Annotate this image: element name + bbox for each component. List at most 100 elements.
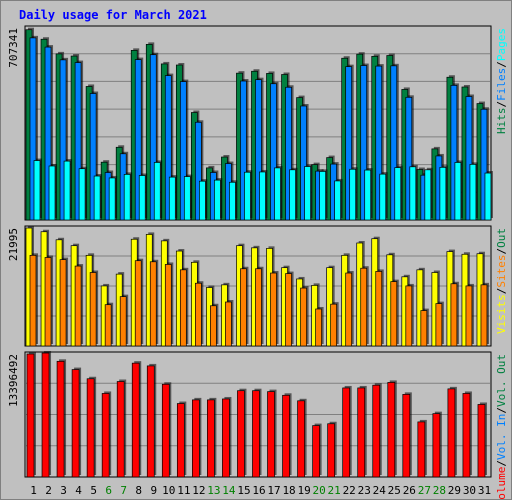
bar-sites-21 [330, 303, 337, 347]
bar-pages-5 [93, 175, 101, 221]
x-tick-label: 25 [388, 484, 401, 497]
bar-visits-27 [416, 269, 424, 347]
bar-pages-25 [394, 167, 402, 221]
bar-files-24 [375, 65, 383, 221]
bar-pages-11 [183, 176, 191, 221]
bar-pages-28 [439, 166, 447, 221]
bar-sites-27 [420, 310, 428, 347]
bar-files-11 [179, 81, 187, 221]
x-tick-label: 9 [150, 484, 157, 497]
bar-pages-1 [33, 160, 41, 221]
bar-sites-30 [465, 285, 473, 347]
bar-volume-15 [237, 390, 245, 478]
bar-sites-8 [134, 260, 142, 347]
bar-pages-24 [379, 173, 387, 221]
bar-files-1 [29, 37, 37, 221]
bar-pages-2 [48, 165, 56, 221]
panel-legend: Visits/Sites/Out [495, 228, 508, 334]
bar-volume-10 [161, 383, 170, 478]
x-tick-label: 10 [162, 484, 175, 497]
panel-max-label: 13396492 [7, 354, 20, 407]
bar-files-8 [134, 59, 142, 221]
x-tick-label: 31 [478, 484, 491, 497]
bar-volume-24 [372, 384, 381, 478]
bar-pages-13 [214, 179, 221, 221]
bar-volume-12 [192, 399, 200, 478]
bar-sites-6 [104, 304, 112, 347]
bar-volume-28 [432, 413, 441, 478]
x-tick-label: 13 [207, 484, 220, 497]
x-tick-label: 17 [267, 484, 280, 497]
x-tick-label: 26 [403, 484, 416, 497]
bar-volume-19 [297, 400, 305, 478]
bar-pages-21 [334, 180, 341, 221]
bar-files-16 [255, 79, 262, 221]
bar-volume-17 [267, 391, 275, 478]
x-tick-label: 6 [105, 484, 112, 497]
legend-separator: / [495, 288, 508, 295]
bar-files-4 [74, 62, 82, 221]
bar-sites-29 [450, 283, 458, 347]
bar-sites-1 [29, 254, 37, 347]
bar-volume-3 [56, 360, 65, 478]
bar-sites-17 [270, 272, 277, 347]
bar-volume-16 [252, 390, 260, 478]
legend-item-vol-in: Vol. In [495, 414, 508, 460]
legend-separator: / [495, 407, 508, 414]
bar-pages-23 [364, 169, 372, 221]
bar-pages-6 [108, 177, 116, 221]
bar-volume-14 [222, 398, 230, 478]
bar-files-18 [285, 86, 292, 221]
bar-files-29 [450, 85, 458, 221]
x-tick-label: 23 [358, 484, 371, 497]
bar-files-10 [164, 75, 172, 221]
bar-files-5 [89, 93, 97, 221]
bar-sites-14 [225, 301, 232, 347]
panel-max-label: 707341 [7, 28, 20, 68]
bar-volume-5 [86, 378, 95, 478]
panel-legend: Hits/Files/Pages [495, 28, 508, 134]
bar-pages-4 [78, 168, 86, 221]
x-tick-label: 22 [343, 484, 356, 497]
legend-item-vol-out: Vol. Out [495, 354, 508, 407]
bar-volume-31 [477, 404, 486, 478]
legend-item-files: Files [495, 68, 508, 101]
bar-pages-18 [289, 169, 296, 221]
bar-sites-22 [345, 272, 353, 347]
bar-sites-12 [195, 282, 202, 347]
x-tick-label: 20 [313, 484, 326, 497]
bar-pages-26 [409, 166, 417, 221]
bar-files-9 [149, 54, 157, 221]
bar-volume-23 [357, 387, 366, 478]
bar-volume-27 [417, 421, 426, 478]
bar-sites-20 [315, 308, 322, 347]
bar-sites-23 [360, 267, 368, 347]
x-tick-label: 15 [237, 484, 250, 497]
x-tick-label: 5 [90, 484, 97, 497]
bar-sites-24 [375, 271, 383, 347]
bar-volume-11 [176, 403, 185, 478]
bar-sites-9 [149, 261, 157, 347]
bar-files-23 [360, 65, 368, 221]
bar-volume-18 [282, 394, 290, 478]
bar-pages-22 [349, 168, 357, 221]
bar-files-31 [480, 108, 488, 221]
bar-sites-13 [210, 305, 217, 347]
bar-volume-1 [26, 353, 35, 478]
bar-volume-7 [116, 381, 125, 478]
bar-sites-19 [300, 287, 307, 347]
x-tick-label: 4 [75, 484, 82, 497]
bar-volume-22 [342, 387, 351, 478]
legend-separator: / [495, 61, 508, 68]
bar-pages-20 [319, 171, 326, 221]
bar-pages-30 [469, 164, 477, 221]
bar-files-12 [195, 121, 202, 221]
x-tick-label: 24 [373, 484, 387, 497]
bar-volume-9 [146, 365, 155, 478]
bar-sites-18 [285, 273, 292, 347]
bar-pages-9 [153, 162, 161, 221]
x-tick-label: 3 [60, 484, 67, 497]
bar-files-22 [345, 66, 353, 221]
